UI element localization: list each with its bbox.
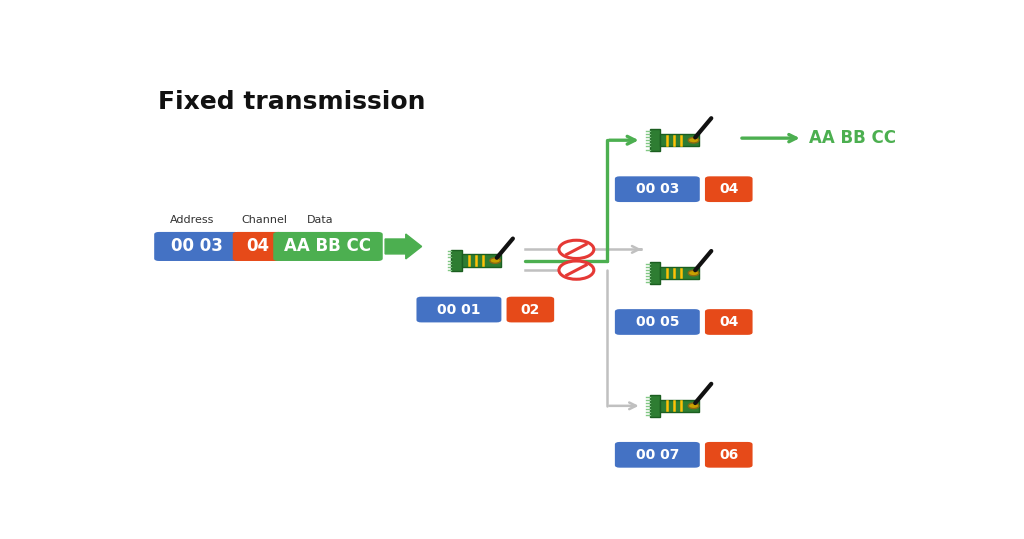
Text: 00 07: 00 07	[636, 448, 679, 462]
Text: Fixed transmission: Fixed transmission	[158, 91, 426, 114]
Text: 04: 04	[719, 315, 738, 329]
Text: 00 01: 00 01	[437, 302, 480, 316]
FancyBboxPatch shape	[660, 134, 699, 147]
FancyBboxPatch shape	[507, 296, 554, 322]
Circle shape	[688, 403, 699, 409]
Circle shape	[688, 137, 699, 143]
Circle shape	[559, 240, 594, 259]
FancyBboxPatch shape	[660, 267, 699, 279]
Text: 00 03: 00 03	[636, 182, 679, 196]
Text: 00 03: 00 03	[171, 238, 223, 255]
Text: 02: 02	[520, 302, 540, 316]
Text: AA BB CC: AA BB CC	[285, 238, 372, 255]
FancyBboxPatch shape	[614, 176, 699, 202]
FancyBboxPatch shape	[614, 309, 699, 335]
FancyBboxPatch shape	[273, 232, 383, 261]
FancyBboxPatch shape	[705, 309, 753, 335]
FancyBboxPatch shape	[705, 442, 753, 468]
FancyBboxPatch shape	[232, 232, 284, 261]
Text: 06: 06	[719, 448, 738, 462]
Text: Address: Address	[170, 215, 214, 225]
FancyBboxPatch shape	[650, 129, 660, 151]
FancyBboxPatch shape	[155, 232, 240, 261]
FancyBboxPatch shape	[452, 250, 462, 272]
FancyBboxPatch shape	[705, 176, 753, 202]
Text: Data: Data	[307, 215, 334, 225]
Circle shape	[489, 258, 501, 264]
Text: 04: 04	[719, 182, 738, 196]
FancyBboxPatch shape	[650, 395, 660, 417]
FancyBboxPatch shape	[660, 399, 699, 412]
Text: Channel: Channel	[242, 215, 288, 225]
FancyArrow shape	[385, 234, 422, 259]
FancyBboxPatch shape	[650, 262, 660, 284]
FancyBboxPatch shape	[417, 296, 502, 322]
Text: AA BB CC: AA BB CC	[809, 129, 896, 147]
FancyBboxPatch shape	[462, 254, 501, 267]
Text: 00 05: 00 05	[636, 315, 679, 329]
Circle shape	[559, 261, 594, 279]
Circle shape	[688, 270, 699, 276]
Text: 04: 04	[247, 238, 269, 255]
FancyBboxPatch shape	[614, 442, 699, 468]
